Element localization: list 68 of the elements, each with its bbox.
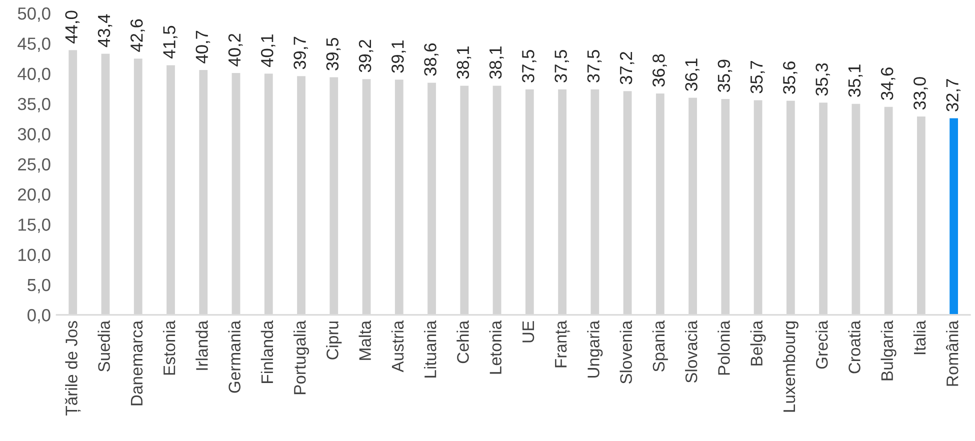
- x-tick-label: Croatia: [848, 320, 860, 374]
- data-label: 37,5: [522, 50, 536, 82]
- x-tick-label: Franța: [555, 320, 570, 368]
- data-label: 35,1: [848, 64, 863, 97]
- data-label: 40,7: [196, 30, 210, 64]
- data-label: 37,2: [620, 52, 634, 84]
- y-tick-label: 30,0: [18, 128, 50, 142]
- x-tick-label: Portugalia: [293, 320, 310, 394]
- x-tick-label: Cehia: [456, 320, 469, 364]
- data-label: 37,5: [554, 50, 569, 82]
- data-label: 44,0: [65, 10, 80, 44]
- x-tick-label: Cipru: [326, 322, 342, 360]
- data-label: 38,1: [489, 46, 504, 79]
- x-tick-label: România: [946, 320, 958, 386]
- y-tick-label: 5,0: [28, 278, 50, 294]
- x-tick-label: Slovacia: [685, 320, 698, 383]
- bar: [948, 116, 960, 315]
- y-tick-label: 15,0: [18, 218, 50, 233]
- y-tick-label: 10,0: [18, 248, 50, 264]
- x-tick-label: Suedia: [98, 320, 110, 372]
- data-label: 39,5: [326, 38, 341, 70]
- data-label: 38,1: [456, 46, 472, 79]
- data-label: 38,6: [424, 43, 438, 76]
- x-tick-label: Lituania: [424, 320, 436, 378]
- data-label: 35,9: [718, 60, 732, 92]
- data-label: 40,2: [228, 34, 243, 66]
- x-tick-label: Malta: [358, 320, 371, 360]
- x-tick-label: Germania: [228, 320, 240, 393]
- y-tick-label: 20,0: [18, 188, 50, 203]
- data-label: 35,7: [750, 61, 765, 94]
- y-tick-label: 45,0: [18, 38, 50, 52]
- x-tick-label: Slovenia: [620, 320, 632, 384]
- data-label: 41,5: [163, 26, 178, 59]
- data-label: 36,1: [685, 58, 700, 91]
- x-tick-label: Grecia: [816, 320, 828, 369]
- x-tick-label: Polonia: [718, 320, 730, 375]
- x-tick-label: Irlanda: [196, 320, 208, 370]
- x-tick-label: Austria: [391, 320, 404, 372]
- y-tick-label: 25,0: [18, 158, 50, 173]
- data-label: 35,3: [816, 63, 830, 96]
- x-tick-label: Spania: [652, 320, 668, 372]
- data-label: 42,6: [130, 19, 145, 52]
- x-tick-label: Italia: [913, 320, 926, 354]
- data-label: 35,6: [783, 62, 798, 94]
- y-tick-label: 35,0: [18, 98, 50, 112]
- y-tick-label: 50,0: [18, 7, 50, 22]
- data-label: 37,5: [587, 50, 602, 82]
- x-tick-label: UE: [522, 321, 534, 342]
- x-tick-label: Estonia: [162, 320, 176, 375]
- data-label: 39,2: [358, 40, 374, 72]
- data-label: 43,4: [98, 14, 112, 48]
- x-tick-label: Ungaria: [587, 320, 603, 378]
- y-tick-label: 0,0: [28, 309, 50, 324]
- x-tick-label: Bulgaria: [880, 320, 896, 380]
- data-label: 39,7: [294, 36, 308, 70]
- data-label: 36,8: [652, 54, 667, 87]
- y-tick-label: 40,0: [18, 68, 50, 82]
- x-tick-label: Letonia: [489, 320, 502, 374]
- data-label: 32,7: [946, 79, 961, 112]
- x-tick-label: Danemarca: [130, 320, 143, 406]
- data-label: 39,1: [392, 40, 406, 73]
- x-tick-label: Țările de Jos: [64, 321, 81, 416]
- x-tick-label: Luxembourg: [782, 321, 798, 412]
- data-label: 34,6: [880, 68, 896, 100]
- data-label: 33,0: [914, 77, 928, 110]
- x-tick-label: Belgia: [750, 320, 766, 366]
- data-label: 40,1: [260, 34, 276, 67]
- x-tick-label: Finlanda: [260, 320, 274, 383]
